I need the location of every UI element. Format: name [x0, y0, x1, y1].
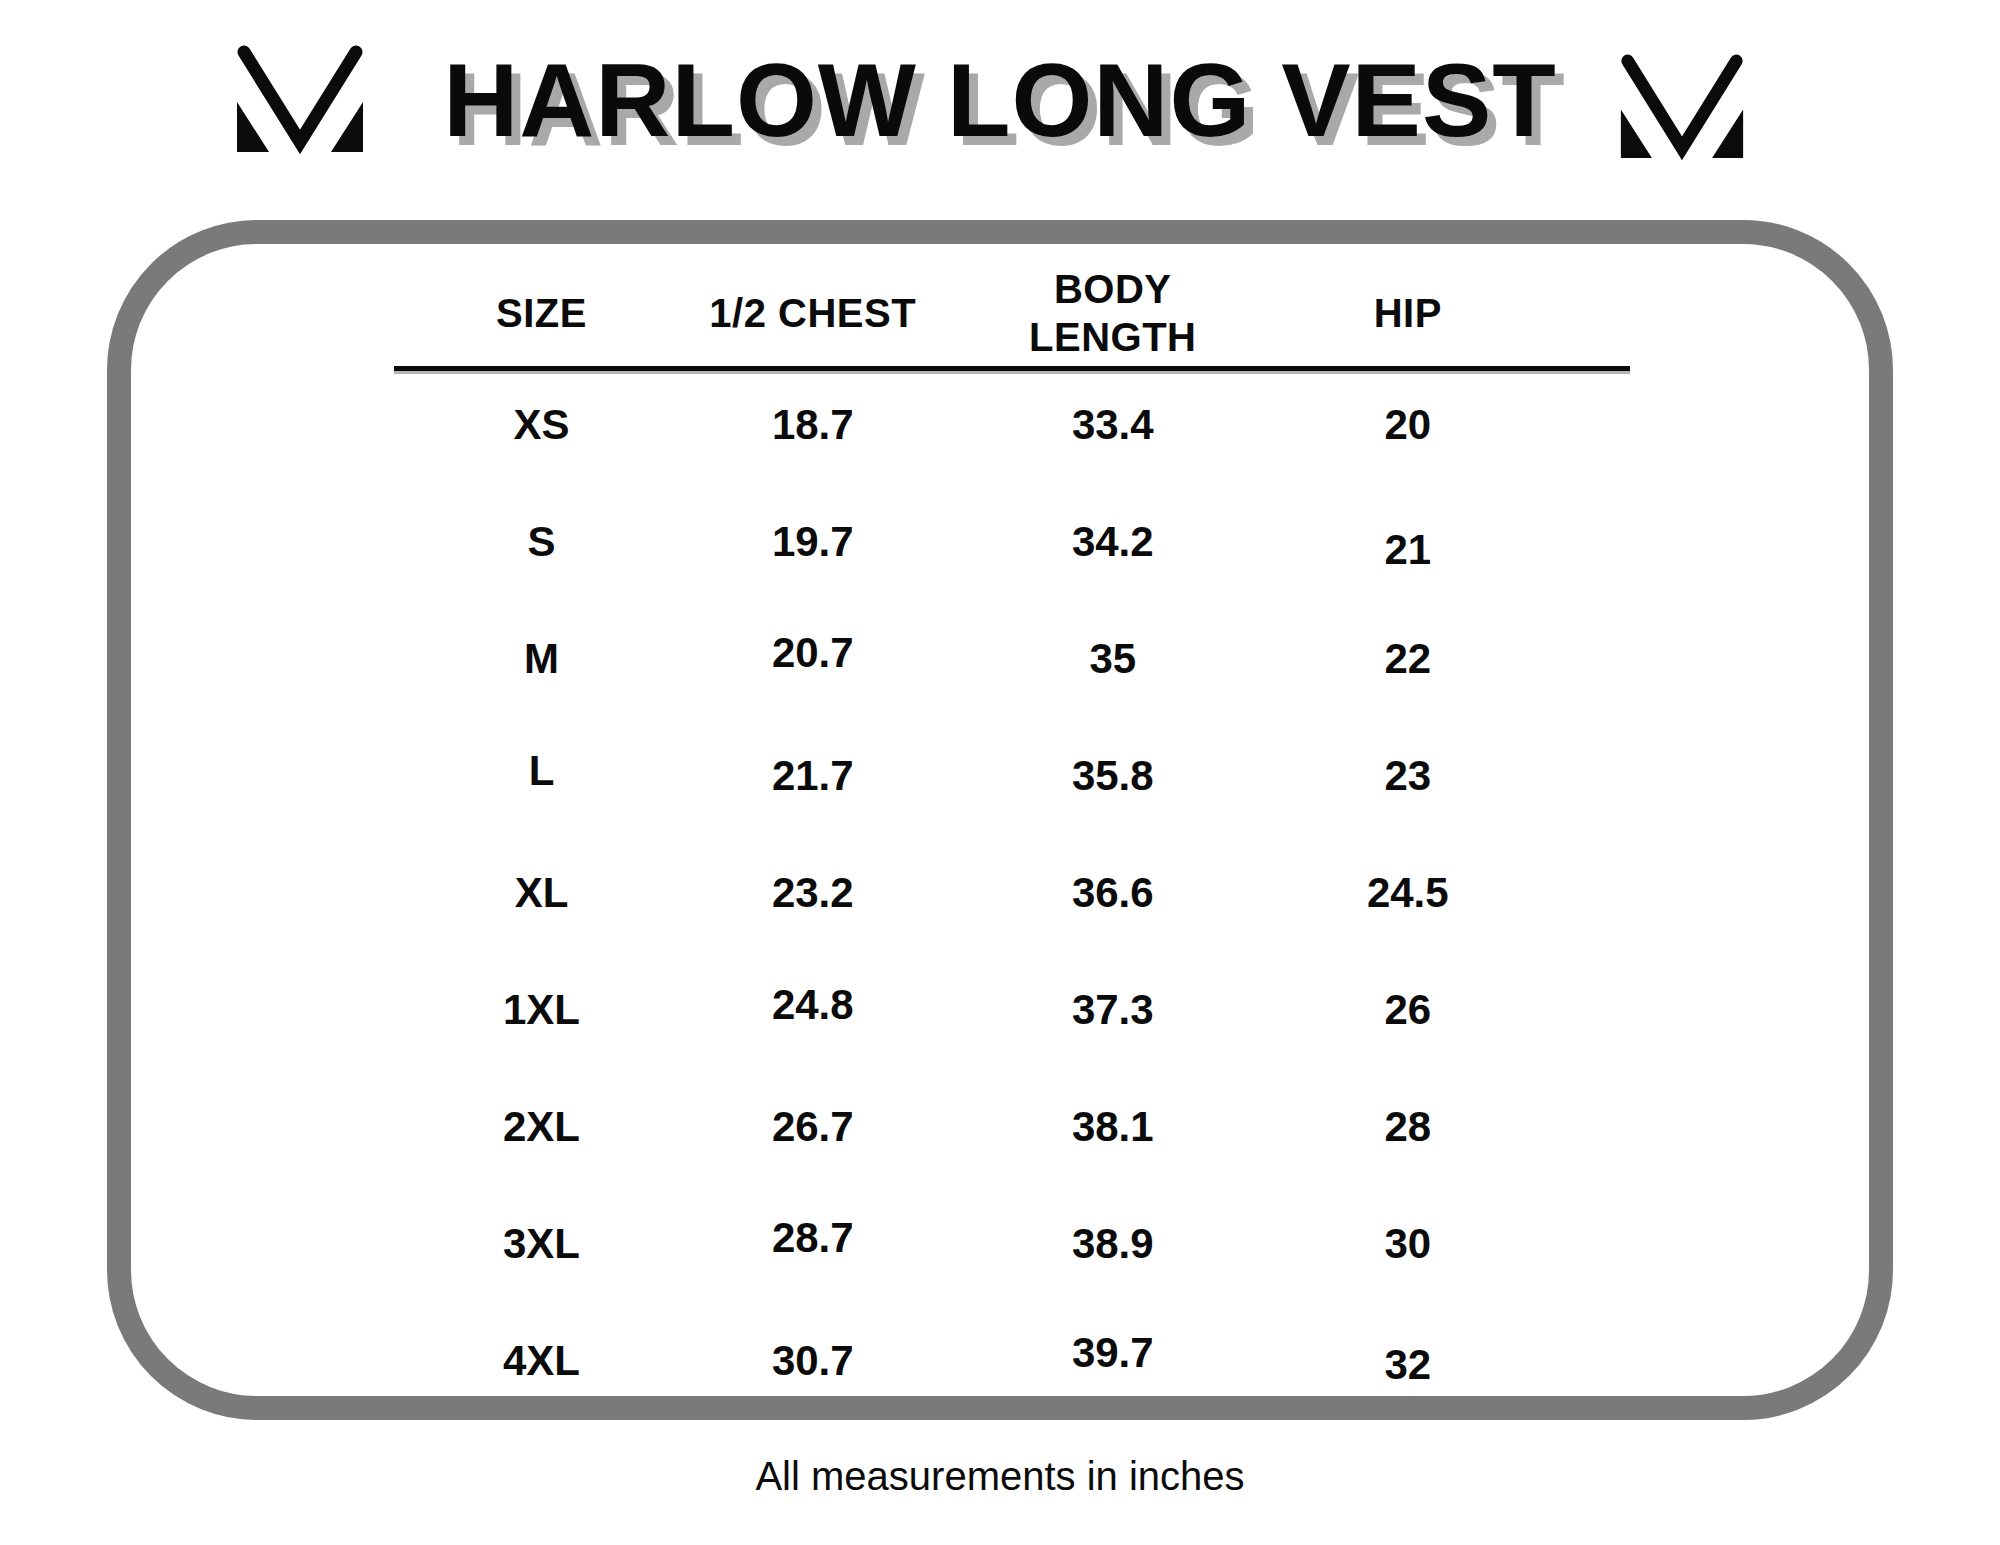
measurement-value: 24.8	[772, 981, 854, 1029]
measurement-value: 21	[1384, 526, 1431, 574]
table-row-m: M 20.7 35 22	[384, 600, 1634, 717]
table-row-l: L 21.7 35.8 23	[384, 717, 1634, 834]
size-table-body: XS 18.7 33.4 20 S 19.7 34.2 21 M 20.7 35 22 L 21.7 35.…	[384, 366, 1634, 1419]
measurement-value: 23.2	[772, 869, 854, 917]
size-table-header-row: SIZE 1/2 CHEST BODY LENGTH HIP	[384, 260, 1634, 366]
column-header-1-2-chest: 1/2 CHEST	[709, 289, 916, 337]
measurement-value: 30	[1384, 1220, 1431, 1268]
measurement-value: 32	[1384, 1341, 1431, 1389]
measurement-value: 35	[1089, 635, 1136, 683]
size-label: XS	[513, 401, 569, 449]
size-label: 4XL	[503, 1337, 580, 1385]
table-row-xl: XL 23.2 36.6 24.5	[384, 834, 1634, 951]
measurements-note: All measurements in inches	[0, 1452, 2000, 1500]
measurement-value: 18.7	[772, 401, 854, 449]
size-label: L	[529, 747, 555, 795]
measurement-value: 39.7	[1072, 1329, 1154, 1377]
column-header-size: SIZE	[496, 289, 587, 337]
measurement-value: 22	[1384, 635, 1431, 683]
measurement-value: 28.7	[772, 1214, 854, 1262]
size-label: XL	[515, 869, 569, 917]
measurement-value: 26	[1384, 986, 1431, 1034]
measurement-value: 23	[1384, 752, 1431, 800]
measurement-value: 19.7	[772, 518, 854, 566]
measurement-value: 20	[1384, 401, 1431, 449]
measurement-value: 37.3	[1072, 986, 1154, 1034]
size-label: 1XL	[503, 986, 580, 1034]
brand-m-monogram-icon	[1617, 48, 1747, 167]
table-row-xs: XS 18.7 33.4 20	[384, 366, 1634, 483]
size-label: S	[527, 518, 555, 566]
measurement-value: 38.9	[1072, 1220, 1154, 1268]
measurement-value: 20.7	[772, 629, 854, 677]
measurement-value: 30.7	[772, 1337, 854, 1385]
column-header-hip: HIP	[1374, 289, 1442, 337]
measurement-value: 24.5	[1367, 869, 1449, 917]
measurement-value: 28	[1384, 1103, 1431, 1151]
column-header-body-length: BODY LENGTH	[1008, 265, 1218, 361]
size-label: 3XL	[503, 1220, 580, 1268]
table-row-4xl: 4XL 30.7 39.7 32	[384, 1302, 1634, 1419]
measurement-value: 36.6	[1072, 869, 1154, 917]
table-row-3xl: 3XL 28.7 38.9 30	[384, 1185, 1634, 1302]
size-label: 2XL	[503, 1103, 580, 1151]
table-row-2xl: 2XL 26.7 38.1 28	[384, 1068, 1634, 1185]
measurement-value: 34.2	[1072, 518, 1154, 566]
measurement-value: 21.7	[772, 752, 854, 800]
size-label: M	[524, 635, 559, 683]
measurement-value: 33.4	[1072, 401, 1154, 449]
measurement-value: 35.8	[1072, 752, 1154, 800]
measurement-value: 26.7	[772, 1103, 854, 1151]
table-row-s: S 19.7 34.2 21	[384, 483, 1634, 600]
table-row-1xl: 1XL 24.8 37.3 26	[384, 951, 1634, 1068]
measurement-value: 38.1	[1072, 1103, 1154, 1151]
